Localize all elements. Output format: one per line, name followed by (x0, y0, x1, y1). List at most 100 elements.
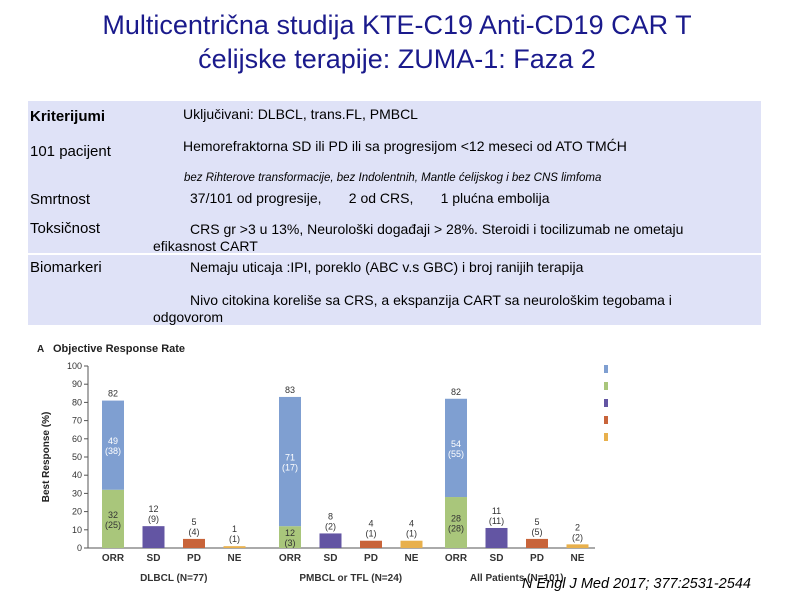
x-tick-label: ORR (102, 553, 125, 564)
kriterijumi-value: Uključivani: DLBCL, trans.FL, PMBCL (183, 106, 418, 122)
bar-segment (526, 538, 548, 548)
citation: N Engl J Med 2017; 377:2531-2544 (522, 576, 751, 592)
x-tick-label: SD (324, 553, 338, 564)
slide-title: Multicentrična studija KTE-C19 Anti-CD19… (20, 8, 774, 76)
table-row-divider (28, 253, 761, 255)
segment-label: 12 (285, 528, 295, 538)
x-tick-label: PD (187, 553, 201, 564)
y-tick-label: 100 (67, 361, 82, 371)
segment-sublabel: (28) (448, 524, 464, 534)
bar-total-sublabel: (9) (148, 514, 159, 524)
bar-total-label: 4 (368, 519, 373, 529)
bar-total-label: 11 (492, 506, 501, 516)
legend-swatch (604, 416, 612, 424)
group-label: All Patients (N=101) (470, 573, 564, 584)
bar-total-label: 82 (451, 387, 461, 397)
y-tick-label: 0 (77, 543, 82, 553)
x-tick-label: NE (405, 553, 419, 564)
segment-sublabel: (55) (448, 449, 464, 459)
smrtnost-value: 37/101 od progresije, 2 od CRS, 1 plućna… (190, 190, 550, 206)
exclusion-note: bez Rihterove transformacije, bez Indole… (184, 172, 602, 184)
toksicnost-label: Toksičnost (30, 220, 101, 237)
bar-segment (319, 533, 342, 548)
segment-label: 49 (108, 436, 118, 446)
kriterijumi-label: Kriterijumi (30, 108, 106, 125)
bar-total-label: 5 (534, 517, 539, 527)
bar-total-label: 1 (232, 524, 237, 534)
y-axis-label: Best Response (%) (41, 412, 52, 503)
bar-total-label: 4 (409, 519, 414, 529)
bar-segment (566, 544, 589, 548)
bar-total-sublabel: (4) (189, 527, 200, 537)
y-tick-label: 10 (72, 525, 82, 535)
x-tick-label: NE (228, 553, 242, 564)
group-label: PMBCL or TFL (N=24) (299, 573, 402, 584)
bar-segment (102, 489, 124, 548)
pacijent-value: Hemorefraktorna SD ili PD ili sa progres… (183, 138, 627, 154)
y-tick-label: 30 (72, 488, 82, 498)
y-tick-label: 90 (72, 379, 82, 389)
chart-svg: A Objective Response Rate 0 10 20 30 40 50 60 70 8… (37, 343, 720, 584)
x-tick-label: SD (147, 553, 161, 564)
y-tick-label: 80 (72, 397, 82, 407)
panel-letter: A (37, 344, 44, 355)
chart-title: Objective Response Rate (53, 343, 185, 355)
biomarkeri-label: Biomarkeri (30, 259, 102, 276)
legend-swatch (604, 399, 612, 407)
bar-segment (183, 538, 205, 548)
bar-total-label: 8 (328, 511, 333, 521)
bar-total-label: 83 (285, 385, 295, 395)
x-tick-label: PD (530, 553, 544, 564)
title-line-1: Multicentrična studija KTE-C19 Anti-CD19… (102, 10, 692, 40)
biomarkeri-value-1: Nemaju uticaja :IPI, poreklo (ABC v.s GB… (190, 259, 584, 275)
bar-total-label: 82 (108, 389, 118, 399)
segment-sublabel: (38) (105, 446, 121, 456)
group-label: DLBCL (N=77) (140, 573, 207, 584)
x-tick-label: NE (571, 553, 585, 564)
smrtnost-label: Smrtnost (30, 191, 91, 208)
bar-segment (279, 396, 301, 527)
bar-segment (102, 400, 124, 490)
segment-sublabel: (3) (285, 538, 296, 548)
segment-label: 71 (285, 453, 295, 463)
bar-total-sublabel: (2) (572, 532, 583, 542)
pacijent-label: 101 pacijent (30, 143, 111, 160)
x-tick-label: SD (490, 553, 504, 564)
bar-segment (445, 497, 467, 548)
segment-label: 54 (451, 439, 461, 449)
y-tick-label: 20 (72, 507, 82, 517)
objective-response-chart: A Objective Response Rate 0 10 20 30 40 50 60 70 8… (33, 336, 720, 586)
bar-segment (142, 526, 165, 548)
bar-total-label: 2 (575, 522, 580, 532)
biomarkeri-value-2-line-2: odgovorom (153, 309, 224, 325)
toksicnost-value-line-1: CRS gr >3 u 13%, Neurološki događaji > 2… (190, 221, 684, 237)
segment-label: 32 (108, 510, 118, 520)
bar-segment (223, 546, 246, 548)
bar-total-sublabel: (1) (406, 529, 417, 539)
bar-total-sublabel: (11) (489, 516, 504, 526)
bar-segment (279, 526, 301, 548)
bar-total-sublabel: (2) (325, 521, 336, 531)
y-tick-label: 60 (72, 434, 82, 444)
summary-table (28, 101, 761, 325)
y-tick-label: 40 (72, 470, 82, 480)
x-tick-label: ORR (445, 553, 468, 564)
bar-total-label: 5 (191, 517, 196, 527)
bar-total-label: 12 (148, 504, 158, 514)
toksicnost-value-line-2: efikasnost CART (153, 238, 258, 254)
bar-total-sublabel: (1) (229, 534, 240, 544)
bar-segment (360, 540, 382, 548)
bar-total-sublabel: (5) (532, 527, 543, 537)
legend-swatch (604, 433, 612, 441)
bar-total-sublabel: (1) (366, 529, 377, 539)
x-tick-label: PD (364, 553, 378, 564)
bar-segment (400, 540, 423, 548)
y-tick-label: 70 (72, 416, 82, 426)
legend-swatch (604, 365, 612, 373)
bar-segment (485, 527, 508, 548)
bar-segment (445, 398, 467, 498)
segment-sublabel: (17) (282, 463, 298, 473)
segment-label: 28 (451, 514, 461, 524)
segment-sublabel: (25) (105, 520, 121, 530)
biomarkeri-value-2-line-1: Nivo citokina koreliše sa CRS, a ekspanz… (190, 292, 672, 308)
